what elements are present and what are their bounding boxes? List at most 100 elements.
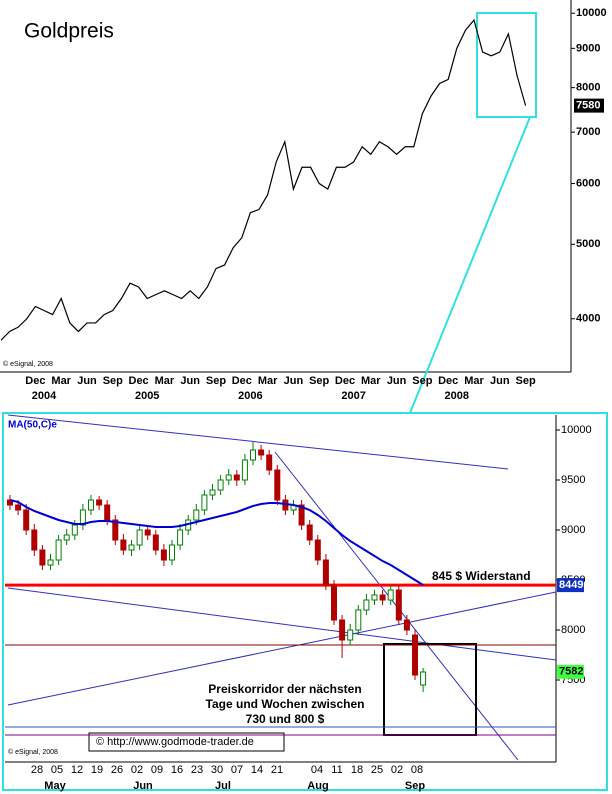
- candle-body: [322, 559, 329, 586]
- credit: © eSignal, 2008: [8, 748, 58, 756]
- candle-body: [136, 529, 143, 546]
- y-tick-label: 7000: [576, 126, 600, 138]
- x-tick-label: 16: [171, 764, 183, 776]
- candle-body: [104, 504, 111, 521]
- x-tick-label: Jun: [77, 375, 97, 387]
- x-tick-label: 07: [231, 764, 243, 776]
- candle-body: [144, 529, 151, 536]
- trendline: [7, 414, 509, 470]
- candle-body: [152, 534, 159, 551]
- annotation: Tage und Wochen zwischen: [206, 697, 365, 711]
- candle-body: [177, 529, 184, 546]
- x-tick-label: 18: [351, 764, 363, 776]
- candle-body: [412, 634, 418, 676]
- candle-body: [160, 549, 167, 561]
- candle-body: [71, 524, 78, 536]
- x-tick-label: 11: [331, 764, 342, 776]
- candle-body: [63, 534, 70, 541]
- year-label: 2004: [32, 390, 57, 402]
- last-value-box: [574, 98, 604, 113]
- y-tick-label: 10000: [561, 424, 592, 436]
- x-tick-label: Sep: [309, 375, 329, 387]
- x-tick-label: Mar: [258, 375, 278, 387]
- x-tick-label: 14: [251, 764, 263, 776]
- candle-body: [266, 454, 273, 471]
- month-label: May: [44, 780, 66, 792]
- candle-body: [225, 474, 232, 481]
- candle-body: [339, 619, 346, 641]
- candle-body: [420, 671, 427, 686]
- candle-body: [403, 619, 410, 631]
- x-tick-label: 12: [71, 764, 83, 776]
- x-tick-label: Sep: [412, 375, 432, 387]
- x-tick-label: 28: [31, 764, 43, 776]
- year-label: 2005: [135, 390, 159, 402]
- candle-body: [363, 599, 370, 611]
- candle-body: [371, 594, 378, 601]
- candle-body: [233, 474, 240, 481]
- x-tick-label: 04: [311, 764, 323, 776]
- candle-body: [298, 504, 305, 526]
- x-tick-label: 25: [371, 764, 383, 776]
- candle-body: [88, 499, 94, 511]
- candle-body: [314, 539, 321, 561]
- moving-average: [9, 499, 424, 586]
- y-tick-label: 8000: [561, 624, 585, 636]
- year-label: 2007: [341, 390, 365, 402]
- legend-entry: MA(50,C)e: [8, 420, 57, 431]
- x-tick-label: 05: [51, 764, 63, 776]
- candle-body: [39, 549, 46, 566]
- level-value-box: [557, 578, 584, 593]
- last-price-box: [557, 664, 584, 679]
- annotation: 730 und 800 $: [246, 712, 325, 726]
- year-label: 2006: [238, 390, 262, 402]
- x-tick-label: Mar: [361, 375, 381, 387]
- candle-body: [217, 479, 224, 491]
- y-tick-label: 9500: [561, 474, 585, 486]
- month-label: Jun: [133, 780, 153, 792]
- candle-body: [15, 504, 22, 511]
- candle-body: [250, 449, 256, 461]
- annotation: 845 $ Widerstand: [432, 569, 531, 583]
- candle-body: [355, 609, 362, 631]
- y-tick-label: 5000: [576, 238, 600, 250]
- trendline: [7, 587, 557, 661]
- x-tick-label: Jun: [180, 375, 200, 387]
- candle-body: [193, 509, 200, 521]
- x-tick-label: Dec: [129, 375, 149, 387]
- x-tick-label: Mar: [51, 375, 71, 387]
- candle-body: [379, 594, 386, 601]
- candle-body: [274, 469, 281, 501]
- candle-body: [395, 589, 402, 621]
- y-tick-label: 9000: [576, 42, 600, 54]
- x-tick-label: 26: [111, 764, 123, 776]
- y-tick-label: 9000: [561, 524, 585, 536]
- x-tick-label: Dec: [25, 375, 45, 387]
- x-tick-label: 08: [411, 764, 423, 776]
- x-tick-label: Jun: [284, 375, 304, 387]
- candle-body: [55, 539, 62, 561]
- x-tick-label: Dec: [438, 375, 458, 387]
- level-value-label: 8449: [559, 579, 583, 591]
- last-price-label: 7582: [559, 666, 583, 678]
- x-tick-label: 23: [191, 764, 203, 776]
- candle-body: [387, 589, 394, 601]
- x-tick-label: Mar: [464, 375, 484, 387]
- credit: © eSignal, 2008: [3, 360, 53, 368]
- y-tick-label: 10000: [576, 7, 607, 19]
- x-tick-label: 21: [271, 764, 283, 776]
- candle-body: [169, 544, 175, 561]
- annotation: Preiskorridor der nächsten: [208, 682, 361, 696]
- candle-body: [331, 584, 337, 621]
- source-box: [88, 732, 285, 752]
- x-tick-label: Jun: [490, 375, 510, 387]
- x-tick-label: 30: [211, 764, 223, 776]
- month-label: Jul: [215, 780, 231, 792]
- zoom-box: [476, 12, 537, 118]
- x-tick-label: Jun: [387, 375, 407, 387]
- candle-body: [209, 489, 216, 496]
- y-tick-label: 6000: [576, 177, 600, 189]
- x-tick-label: Mar: [155, 375, 175, 387]
- candle-body: [201, 494, 208, 511]
